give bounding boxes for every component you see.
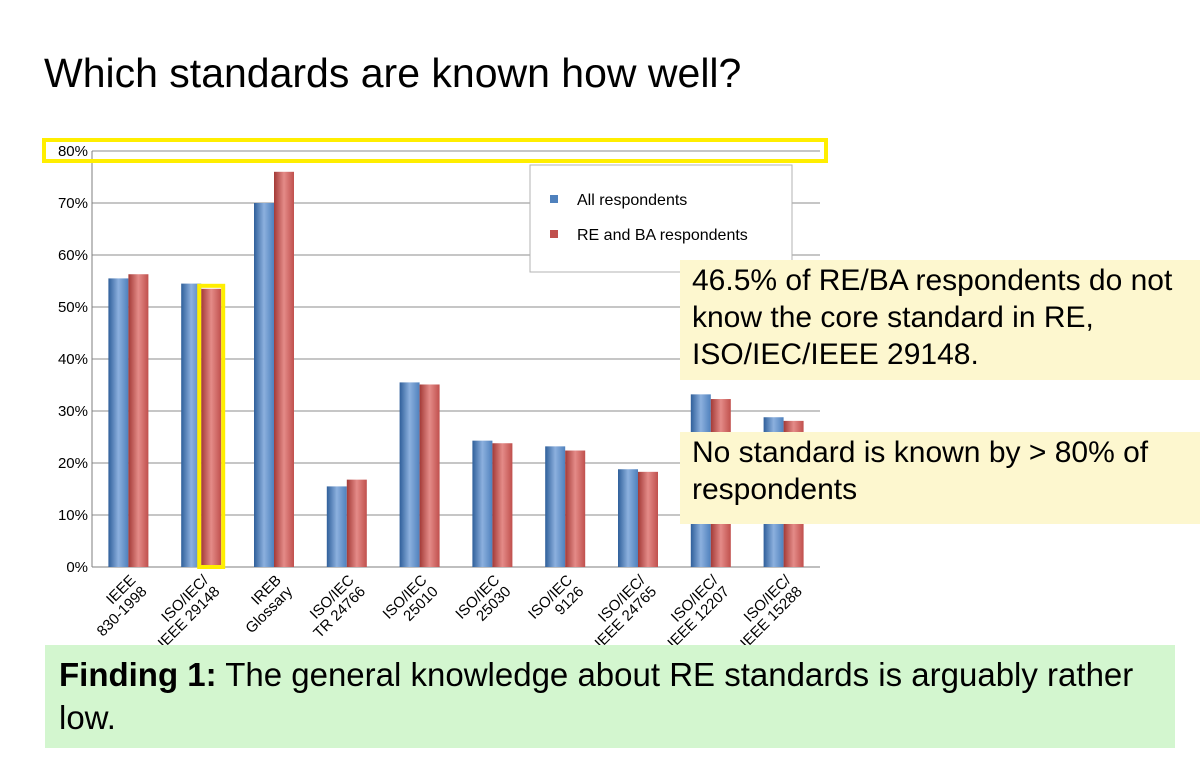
y-tick-label: 0% xyxy=(66,559,88,576)
x-tick-label: ISO/IEC/IEEE 15288 xyxy=(726,571,807,652)
finding-box: Finding 1: The general knowledge about R… xyxy=(45,645,1175,748)
x-tick-label: ISO/IECTR 24766 xyxy=(299,572,369,642)
bar xyxy=(419,384,440,567)
x-tick-label: ISO/IEC/IEEE 29148 xyxy=(143,571,224,652)
x-tick-label: ISO/IEC25030 xyxy=(452,572,514,634)
bar xyxy=(326,486,347,567)
bar xyxy=(492,443,513,567)
finding-text: The general knowledge about RE standards… xyxy=(59,656,1134,736)
legend-box xyxy=(529,164,793,273)
legend-label: All respondents xyxy=(577,192,687,209)
x-tick-label: ISO/IEC9126 xyxy=(525,572,587,634)
y-tick-label: 50% xyxy=(58,299,88,316)
y-tick-label: 40% xyxy=(58,351,88,368)
y-tick-label: 10% xyxy=(58,507,88,524)
y-tick-label: 30% xyxy=(58,403,88,420)
callout-no-standard-above-80: No standard is known by > 80% of respond… xyxy=(680,432,1200,524)
x-tick-label: ISO/IEC/IEEE 12207 xyxy=(653,571,734,652)
bar xyxy=(181,283,202,567)
x-tick-label: ISO/IEC25010 xyxy=(380,572,442,634)
bar xyxy=(201,288,222,567)
bar xyxy=(254,203,274,567)
bar xyxy=(346,479,367,567)
bar xyxy=(128,274,149,567)
bar xyxy=(472,440,493,567)
x-tick-label: ISO/IEC/IEEE 24765 xyxy=(580,571,661,652)
bar xyxy=(399,382,420,567)
highlight-80-percent-line xyxy=(42,138,828,163)
legend-swatch xyxy=(550,230,558,238)
bar xyxy=(618,469,638,567)
finding-label: Finding 1: xyxy=(59,656,217,693)
bar xyxy=(565,450,586,567)
y-tick-label: 60% xyxy=(58,247,88,264)
highlight-29148-bar xyxy=(197,283,226,569)
bar xyxy=(545,446,566,567)
slide-title: Which standards are known how well? xyxy=(44,50,742,96)
y-tick-label: 80% xyxy=(58,143,88,160)
legend-label: RE and BA respondents xyxy=(577,227,748,244)
y-tick-label: 70% xyxy=(58,195,88,212)
legend-swatch xyxy=(550,195,558,203)
x-tick-label: IEEE830-1998 xyxy=(82,572,150,640)
bar xyxy=(638,471,658,567)
y-tick-label: 20% xyxy=(58,455,88,472)
bar xyxy=(274,171,294,568)
bar xyxy=(108,278,129,567)
callout-core-standard: 46.5% of RE/BA respondents do not know t… xyxy=(680,260,1200,380)
x-tick-label: IREBGlossary xyxy=(231,571,297,637)
